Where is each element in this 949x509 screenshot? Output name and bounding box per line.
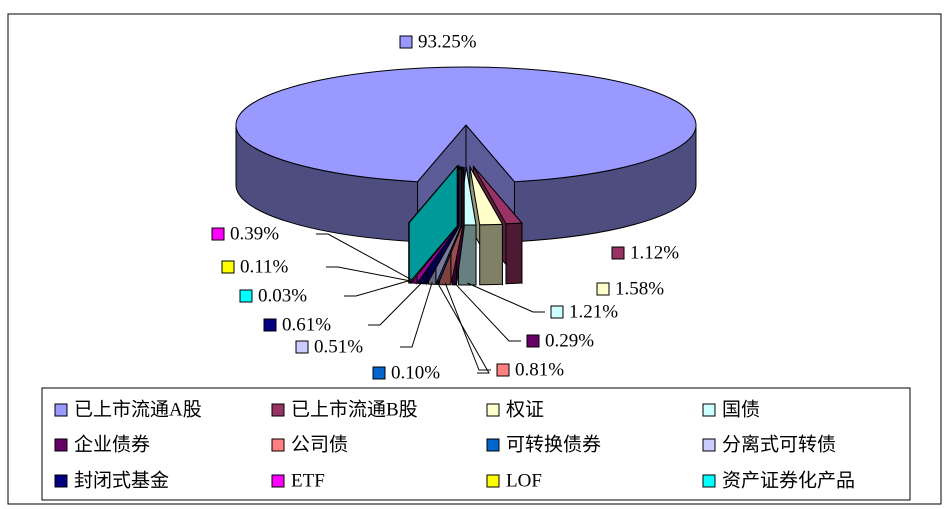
- label-swatch: [372, 366, 386, 380]
- legend-label: 企业债券: [74, 433, 150, 455]
- label-swatch: [295, 340, 309, 354]
- legend-swatch: [702, 474, 716, 488]
- data-label: 0.39%: [230, 223, 279, 244]
- legend-label: 分离式可转债: [722, 433, 836, 455]
- legend-swatch: [486, 474, 500, 488]
- data-label: 93.25%: [418, 31, 477, 52]
- legend-swatch: [271, 438, 285, 452]
- pie: [235, 66, 697, 287]
- legend-label: ETF: [291, 470, 325, 491]
- slice-top: [407, 165, 458, 224]
- legend-label: 权证: [506, 398, 544, 420]
- slice-top: [472, 166, 523, 225]
- leader-line: [454, 282, 521, 342]
- data-label: 1.12%: [630, 242, 679, 263]
- slice: [235, 66, 697, 244]
- legend-swatch: [54, 403, 68, 417]
- legend-label: 资产证券化产品: [722, 469, 855, 491]
- legend-label: LOF: [506, 470, 542, 491]
- legend-label: 可转换债券: [506, 433, 601, 455]
- label-swatch: [221, 260, 235, 274]
- legend-label: 已上市流通B股: [291, 398, 418, 420]
- label-swatch: [263, 318, 277, 332]
- legend-swatch: [486, 438, 500, 452]
- slice-top: [469, 166, 504, 226]
- data-label: 1.58%: [615, 278, 664, 299]
- leader-line: [326, 266, 411, 282]
- slice-top: [235, 66, 697, 183]
- data-label: 0.61%: [282, 314, 331, 335]
- legend-swatch: [271, 403, 285, 417]
- leader-line: [436, 282, 490, 374]
- legend-box: [41, 387, 911, 501]
- label-swatch: [611, 246, 625, 260]
- slice-side: [505, 222, 523, 285]
- data-label: 0.03%: [258, 285, 307, 306]
- data-label: 1.21%: [569, 301, 618, 322]
- label-swatch: [496, 363, 510, 377]
- data-label: 0.10%: [391, 362, 440, 383]
- leader-line: [344, 280, 410, 297]
- data-labels: 93.25% 1.12% 1.58%1.21% 0.29% 0.81% 0.10% 0.51…: [211, 31, 679, 383]
- label-swatch: [596, 282, 610, 296]
- legend-label: 国债: [722, 398, 760, 420]
- legend-swatch: [702, 438, 716, 452]
- data-label: 0.81%: [515, 359, 564, 380]
- leader-line: [316, 233, 415, 282]
- data-label: 0.51%: [314, 336, 363, 357]
- slice: [407, 164, 458, 285]
- leader-line: [368, 281, 424, 326]
- legend-label: 已上市流通A股: [74, 398, 202, 420]
- legend-swatch: [54, 474, 68, 488]
- legend-label: 公司债: [291, 433, 348, 455]
- legend-swatch: [54, 438, 68, 452]
- label-swatch: [211, 227, 225, 241]
- data-label: 0.11%: [240, 256, 289, 277]
- legend-label: 封闭式基金: [74, 469, 169, 491]
- slice: [469, 164, 504, 287]
- slice-side: [479, 223, 503, 286]
- label-swatch: [399, 35, 413, 49]
- legend-swatch: [271, 474, 285, 488]
- label-swatch: [239, 289, 253, 303]
- data-label: 0.29%: [545, 330, 594, 351]
- label-swatch: [526, 334, 540, 348]
- legend-swatch: [486, 403, 500, 417]
- leader-line: [467, 282, 545, 313]
- leader-line: [400, 282, 433, 348]
- legend-swatch: [702, 403, 716, 417]
- label-swatch: [550, 305, 564, 319]
